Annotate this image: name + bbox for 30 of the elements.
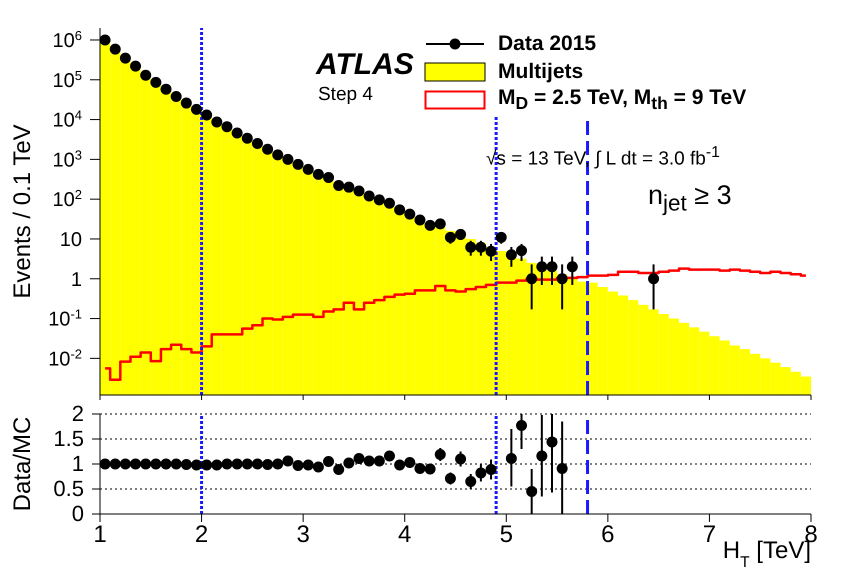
x-tick-label: 1 xyxy=(93,521,107,548)
y-tick-label: 10$^{-1}$ xyxy=(48,306,82,331)
x-tick-label: 6 xyxy=(601,521,615,548)
y-tick-label: 10 xyxy=(60,228,82,251)
y-tick-label: 10$^{3}$ xyxy=(52,146,82,172)
annotation: ATLAS xyxy=(316,48,414,82)
annotation: n$_{jet}$ ≥ 3 xyxy=(648,180,732,216)
y-tick-label: 10$^{-2}$ xyxy=(48,346,82,370)
x-tick-label: 7 xyxy=(702,521,716,548)
y-axis-title: Data/MC xyxy=(9,416,36,512)
x-tick-label: 4 xyxy=(398,521,412,548)
y-tick-label: 10$^{2}$ xyxy=(52,186,82,212)
y-axis-title: Events / 0.1 TeV xyxy=(9,124,36,299)
y-tick-label: 0.5 xyxy=(53,476,84,501)
y-tick-label: 2 xyxy=(72,401,84,426)
x-tick-label: 5 xyxy=(500,521,513,548)
legend-label: Data 2015 xyxy=(498,32,596,56)
legend-label: M$_{D}$ = 2.5 TeV, M$_{th}$ = 9 TeV xyxy=(498,86,746,114)
y-tick-label: 1.5 xyxy=(53,426,84,451)
y-tick-label: 10$^{5}$ xyxy=(52,67,82,92)
annotation: √s = 13 TeV, ∫ L dt = 3.0 fb$^{-1}$ xyxy=(486,144,720,170)
y-tick-label: 0 xyxy=(72,501,84,526)
x-tick-label: 2 xyxy=(194,521,208,548)
legend-label: Multijets xyxy=(498,60,584,84)
annotation: Step 4 xyxy=(318,84,373,106)
y-tick-label: 10$^{4}$ xyxy=(52,107,82,132)
x-tick-label: 3 xyxy=(296,521,310,548)
y-tick-label: 1 xyxy=(72,451,84,476)
y-tick-label: 10$^{6}$ xyxy=(52,27,82,52)
y-tick-label: 1 xyxy=(70,268,82,291)
